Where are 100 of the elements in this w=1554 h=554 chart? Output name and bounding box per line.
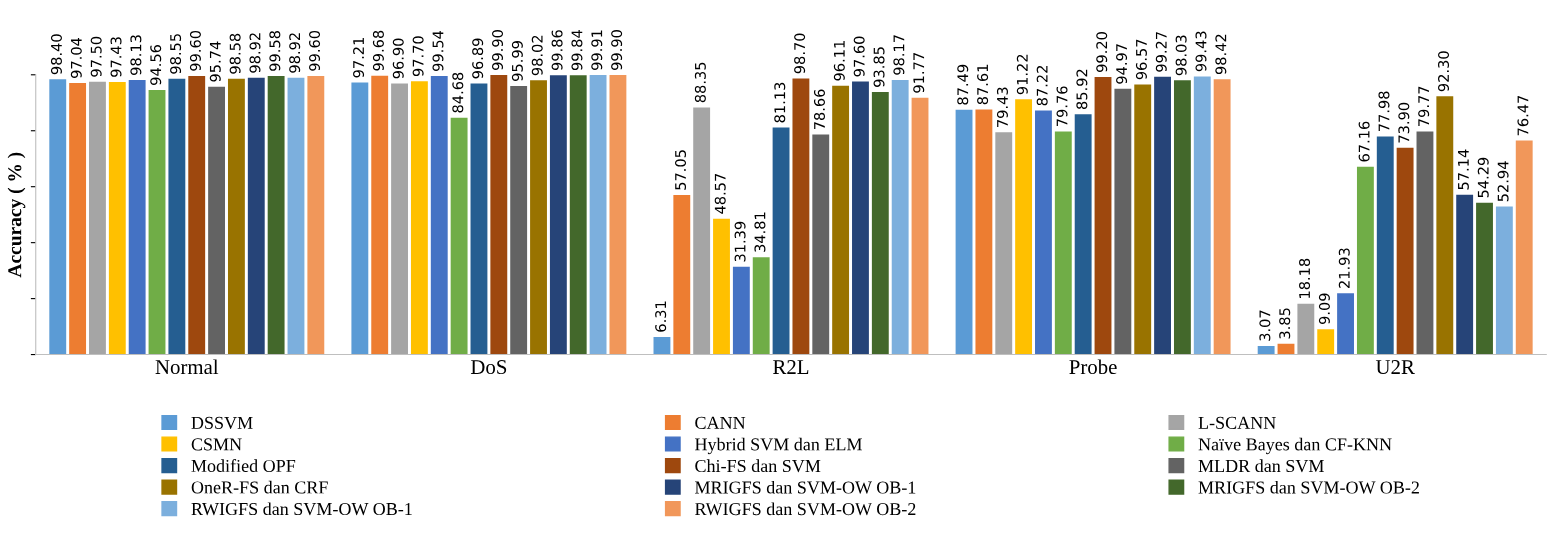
bar xyxy=(530,80,547,355)
data-label: 52.94 xyxy=(1497,161,1509,202)
data-label: 88.35 xyxy=(694,62,706,103)
data-label: 94.97 xyxy=(1116,44,1128,84)
data-label: 97.04 xyxy=(70,37,82,78)
bar xyxy=(975,109,993,355)
bar xyxy=(69,83,87,355)
bar xyxy=(1173,80,1191,355)
data-label: 97.43 xyxy=(110,37,122,77)
bar xyxy=(911,97,929,355)
bar xyxy=(188,75,206,355)
legend-label: DSSVM xyxy=(191,416,253,430)
data-label: 95.74 xyxy=(209,41,221,82)
data-label: 84.68 xyxy=(452,72,464,113)
x-tick-label: U2R xyxy=(1375,360,1415,375)
legend-label: MLDR dan SVM xyxy=(1198,459,1324,473)
data-label: 98.92 xyxy=(289,33,301,73)
bar xyxy=(1213,79,1231,355)
bar xyxy=(410,81,428,355)
data-label: 98.02 xyxy=(531,35,543,76)
bar xyxy=(168,78,186,355)
bar xyxy=(450,117,468,355)
x-tick-label: R2L xyxy=(773,360,809,374)
bar xyxy=(1094,77,1112,355)
y-axis-title: Accuracy ( % ) xyxy=(7,152,26,278)
bar xyxy=(1193,76,1211,355)
bar xyxy=(693,107,711,355)
x-tick-label: Probe xyxy=(1069,359,1117,375)
data-label: 99.91 xyxy=(591,30,603,70)
bar xyxy=(995,132,1013,355)
bar xyxy=(391,83,408,355)
data-label: 98.40 xyxy=(50,34,62,75)
data-label: 78.66 xyxy=(813,89,825,130)
bar xyxy=(108,81,126,355)
legend-label: RWIGFS dan SVM-OW OB-1 xyxy=(191,502,412,516)
bar xyxy=(1054,131,1072,355)
bar xyxy=(1356,166,1374,355)
bar xyxy=(1337,293,1354,355)
data-label: 79.77 xyxy=(1418,86,1430,126)
bar xyxy=(267,75,285,355)
bar xyxy=(1376,136,1394,355)
data-label: 99.60 xyxy=(309,30,321,71)
data-label: 99.90 xyxy=(611,30,623,70)
data-label: 98.55 xyxy=(170,34,182,74)
data-label: 81.13 xyxy=(774,82,786,123)
data-label: 3.07 xyxy=(1259,310,1271,341)
bar xyxy=(148,90,166,355)
bar xyxy=(371,75,389,355)
data-label: 87.61 xyxy=(977,64,989,105)
bar xyxy=(351,82,369,355)
data-label: 97.70 xyxy=(412,36,424,77)
data-label: 91.22 xyxy=(1016,54,1028,95)
bar xyxy=(1317,329,1335,355)
bar xyxy=(752,257,770,355)
legend-label: MRIGFS dan SVM-OW OB-2 xyxy=(1198,480,1419,494)
legend-label: RWIGFS dan SVM-OW OB-2 xyxy=(695,502,916,516)
data-label: 95.99 xyxy=(511,41,523,81)
data-label: 98.03 xyxy=(1175,35,1187,76)
legend-label: OneR-FS dan CRF xyxy=(191,480,328,494)
bar xyxy=(1515,140,1533,355)
bar xyxy=(1396,147,1414,355)
bar xyxy=(1456,194,1474,355)
bar xyxy=(1416,131,1434,355)
bar xyxy=(653,336,671,355)
data-label: 91.77 xyxy=(913,53,925,93)
data-label: 96.90 xyxy=(392,38,404,79)
bar xyxy=(871,92,889,355)
data-label: 54.29 xyxy=(1477,157,1489,198)
bar xyxy=(49,79,67,355)
data-label: 98.70 xyxy=(794,33,806,74)
bar xyxy=(812,134,830,355)
bar xyxy=(1495,206,1513,355)
bar xyxy=(1074,114,1092,355)
data-label: 97.21 xyxy=(353,38,365,78)
bar xyxy=(772,127,790,355)
data-label: 87.22 xyxy=(1036,66,1048,106)
data-label: 31.39 xyxy=(734,221,746,262)
bar xyxy=(1257,345,1275,355)
bar xyxy=(732,266,750,355)
data-label: 99.43 xyxy=(1195,31,1207,72)
data-label: 77.98 xyxy=(1378,91,1390,131)
bar xyxy=(589,75,607,355)
bar xyxy=(609,75,627,355)
data-label: 99.90 xyxy=(492,30,504,70)
data-label: 99.20 xyxy=(1096,32,1108,72)
data-label: 87.49 xyxy=(957,64,969,105)
data-label: 57.14 xyxy=(1458,149,1469,190)
bar xyxy=(1476,202,1493,355)
data-label: 97.60 xyxy=(853,36,865,77)
data-label: 48.57 xyxy=(714,173,726,214)
data-label: 57.05 xyxy=(675,150,687,190)
data-label: 96.89 xyxy=(472,38,484,79)
x-tick-label: DoS xyxy=(470,360,507,375)
data-label: 93.85 xyxy=(873,47,885,87)
data-label: 98.42 xyxy=(1215,34,1227,75)
bar xyxy=(1134,84,1152,355)
data-label: 99.60 xyxy=(189,30,201,71)
bar xyxy=(569,75,587,355)
data-label: 94.56 xyxy=(150,44,162,85)
bar xyxy=(891,79,909,355)
